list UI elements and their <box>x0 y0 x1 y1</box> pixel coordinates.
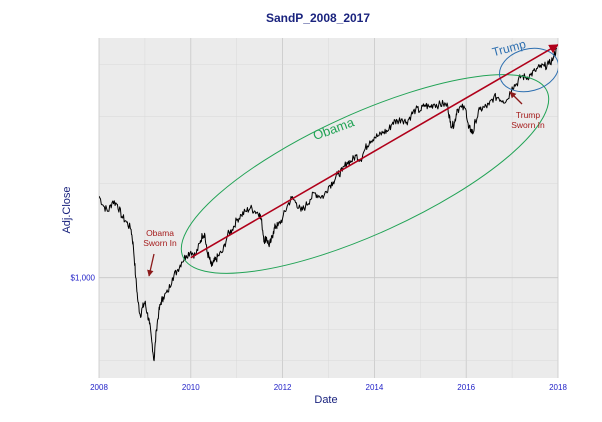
x-tick-label: 2008 <box>90 383 108 392</box>
gridlines <box>98 38 559 378</box>
obama-sworn-line1: Obama <box>146 228 174 238</box>
y-axis-ticks: $1,000 <box>71 274 96 283</box>
trump-sworn-line1: Trump <box>516 110 541 120</box>
trend-arrow <box>190 44 558 259</box>
x-tick-label: 2012 <box>274 383 292 392</box>
chart-title: SandP_2008_2017 <box>266 11 370 25</box>
obama-sworn-line2: Sworn In <box>143 238 177 248</box>
x-axis-ticks: 2008 2010 2012 2014 2016 2018 <box>90 383 567 392</box>
y-tick-label: $1,000 <box>71 274 96 283</box>
trump-sworn-arrow <box>509 91 523 105</box>
x-tick-label: 2016 <box>457 383 475 392</box>
x-tick-label: 2014 <box>366 383 384 392</box>
y-axis-title: Adj.Close <box>61 186 73 233</box>
x-axis-title: Date <box>314 394 337 406</box>
obama-sworn-arrow <box>147 253 155 277</box>
trump-sworn-line2: Sworn In <box>511 120 545 130</box>
obama-ellipse <box>180 74 550 274</box>
x-tick-label: 2018 <box>549 383 567 392</box>
price-series-line <box>99 47 558 362</box>
x-tick-label: 2010 <box>182 383 200 392</box>
